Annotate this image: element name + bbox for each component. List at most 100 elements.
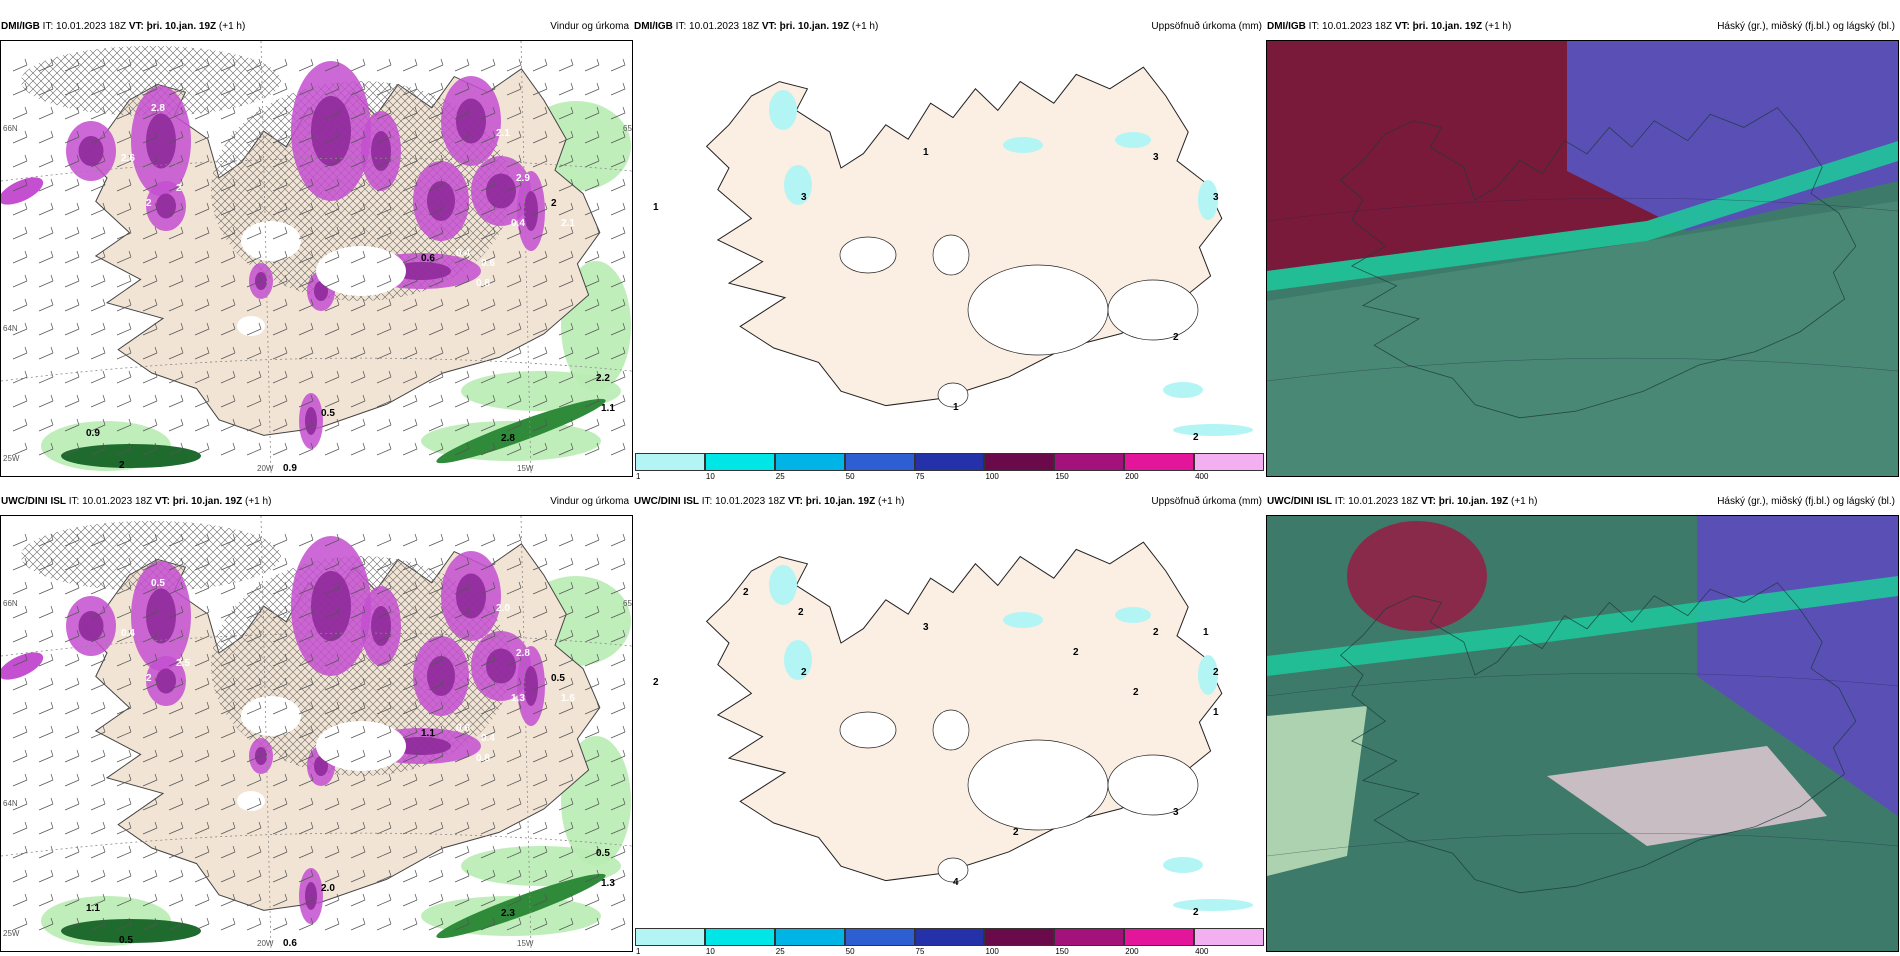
wind-barb bbox=[246, 82, 262, 96]
lon-label: 25W bbox=[3, 454, 20, 463]
precip-area bbox=[1003, 137, 1043, 153]
wind-barb bbox=[220, 677, 236, 691]
wind-barb bbox=[116, 394, 132, 408]
wind-barb bbox=[584, 226, 600, 240]
wind-barb bbox=[428, 442, 444, 456]
wind-barb bbox=[402, 725, 418, 739]
wind-barb bbox=[12, 58, 28, 72]
wind-barb bbox=[220, 322, 236, 336]
wind-barb bbox=[506, 346, 522, 360]
wind-barb bbox=[220, 106, 236, 120]
sea-precip-area bbox=[461, 371, 621, 411]
precip-core bbox=[305, 882, 317, 910]
precip-core bbox=[391, 262, 451, 280]
wind-barb bbox=[480, 178, 496, 192]
wind-barb bbox=[142, 322, 158, 336]
product-title: Háský (gr.), miðský (fj.bl.) og lágský (… bbox=[1717, 21, 1895, 32]
wind-barb bbox=[142, 821, 158, 835]
wind-barb bbox=[298, 845, 314, 859]
wind-barb bbox=[194, 821, 210, 835]
wind-barb bbox=[506, 797, 522, 811]
cloud-cover-map[interactable] bbox=[1266, 40, 1899, 477]
wind-barb bbox=[558, 394, 574, 408]
cloud-cover-map[interactable] bbox=[1266, 515, 1899, 952]
wind-barb bbox=[454, 725, 470, 739]
accum-precip-map[interactable]: 1 3 1 3 3 2 1 2 bbox=[633, 40, 1266, 477]
wind-barb bbox=[532, 58, 548, 72]
wind-barb bbox=[142, 130, 158, 144]
wind-barb bbox=[376, 322, 392, 336]
wind-barb bbox=[38, 226, 54, 240]
wind-barb bbox=[454, 322, 470, 336]
wind-barb bbox=[584, 298, 600, 312]
wind-barb bbox=[64, 202, 80, 216]
wind-barb bbox=[350, 418, 366, 432]
precip-core bbox=[311, 571, 351, 641]
wind-barb bbox=[298, 202, 314, 216]
wind-barb bbox=[532, 418, 548, 432]
wind-barb bbox=[142, 653, 158, 667]
wind-barb bbox=[324, 154, 340, 168]
wind-barb bbox=[454, 893, 470, 907]
wind-barb bbox=[246, 130, 262, 144]
init-time: 10.01.2023 18Z bbox=[715, 496, 786, 507]
wind-barb bbox=[64, 346, 80, 360]
wind-barb bbox=[454, 605, 470, 619]
precip-value-label: 0.5 bbox=[596, 848, 610, 859]
wind-barb bbox=[116, 605, 132, 619]
precip-core bbox=[146, 588, 176, 644]
wind-barb bbox=[220, 250, 236, 264]
precip-value-label: 2 bbox=[119, 460, 125, 471]
wind-barb bbox=[168, 298, 184, 312]
valid-time: þri. 10.jan. 19Z bbox=[172, 496, 243, 507]
wind-barb bbox=[90, 917, 106, 931]
wind-barb bbox=[116, 701, 132, 715]
wind-barb bbox=[480, 581, 496, 595]
wind-barb bbox=[324, 322, 340, 336]
lon-label: 15W bbox=[517, 464, 534, 473]
lat-label: 65N bbox=[623, 599, 632, 608]
wind-barb bbox=[116, 797, 132, 811]
wind-barb bbox=[64, 250, 80, 264]
wind-barb bbox=[480, 394, 496, 408]
wind-barb bbox=[298, 226, 314, 240]
wind-barb bbox=[480, 418, 496, 432]
wind-barb bbox=[246, 917, 262, 931]
precip-value-label: 1 bbox=[953, 402, 959, 413]
wind-barb bbox=[428, 58, 444, 72]
wind-precip-map[interactable]: 20W 15W 25W 66N 64N 65N 2.8 2.6 2 2 2.1 2.9 2.1 0.4 0.… bbox=[0, 40, 633, 477]
wind-barb bbox=[454, 226, 470, 240]
wind-barb bbox=[558, 533, 574, 547]
wind-barb bbox=[376, 893, 392, 907]
wind-barb bbox=[454, 557, 470, 571]
wind-barb bbox=[298, 274, 314, 288]
wind-barb bbox=[350, 250, 366, 264]
accum-precip-map[interactable]: 2 2 3 2 2 3 4 2 2 2 2 1 2 1 2 bbox=[633, 515, 1266, 952]
wind-barb bbox=[64, 605, 80, 619]
wind-barb bbox=[350, 893, 366, 907]
wind-barb bbox=[402, 629, 418, 643]
wind-barb bbox=[12, 394, 28, 408]
lat-label: 64N bbox=[3, 324, 18, 333]
wind-barb bbox=[116, 917, 132, 931]
wind-barb bbox=[558, 346, 574, 360]
wind-precip-map[interactable]: 20W 15W 25W 66N 64N 65N 0.5 0.4 2.5 2 2.0 2.8 1.6 0.6… bbox=[0, 515, 633, 952]
wind-barb bbox=[168, 274, 184, 288]
wind-barb bbox=[402, 442, 418, 456]
precip-core bbox=[427, 181, 455, 221]
panel-dmi-clouds: DMI/IGB IT: 10.01.2023 18Z VT: þri. 10.j… bbox=[1266, 14, 1899, 477]
precip-value-label: 2 bbox=[1193, 907, 1199, 918]
wind-barb bbox=[194, 557, 210, 571]
wind-barb bbox=[350, 274, 366, 288]
wind-barb bbox=[12, 821, 28, 835]
wind-barb bbox=[324, 82, 340, 96]
wind-barb bbox=[558, 677, 574, 691]
wind-barb bbox=[168, 653, 184, 667]
wind-barb bbox=[38, 202, 54, 216]
wind-barb bbox=[584, 394, 600, 408]
wind-barb bbox=[558, 418, 574, 432]
wind-barb bbox=[220, 154, 236, 168]
precip-value-label: 0.4 bbox=[511, 218, 525, 229]
colorbar-swatch bbox=[844, 453, 915, 471]
wind-barb bbox=[532, 797, 548, 811]
